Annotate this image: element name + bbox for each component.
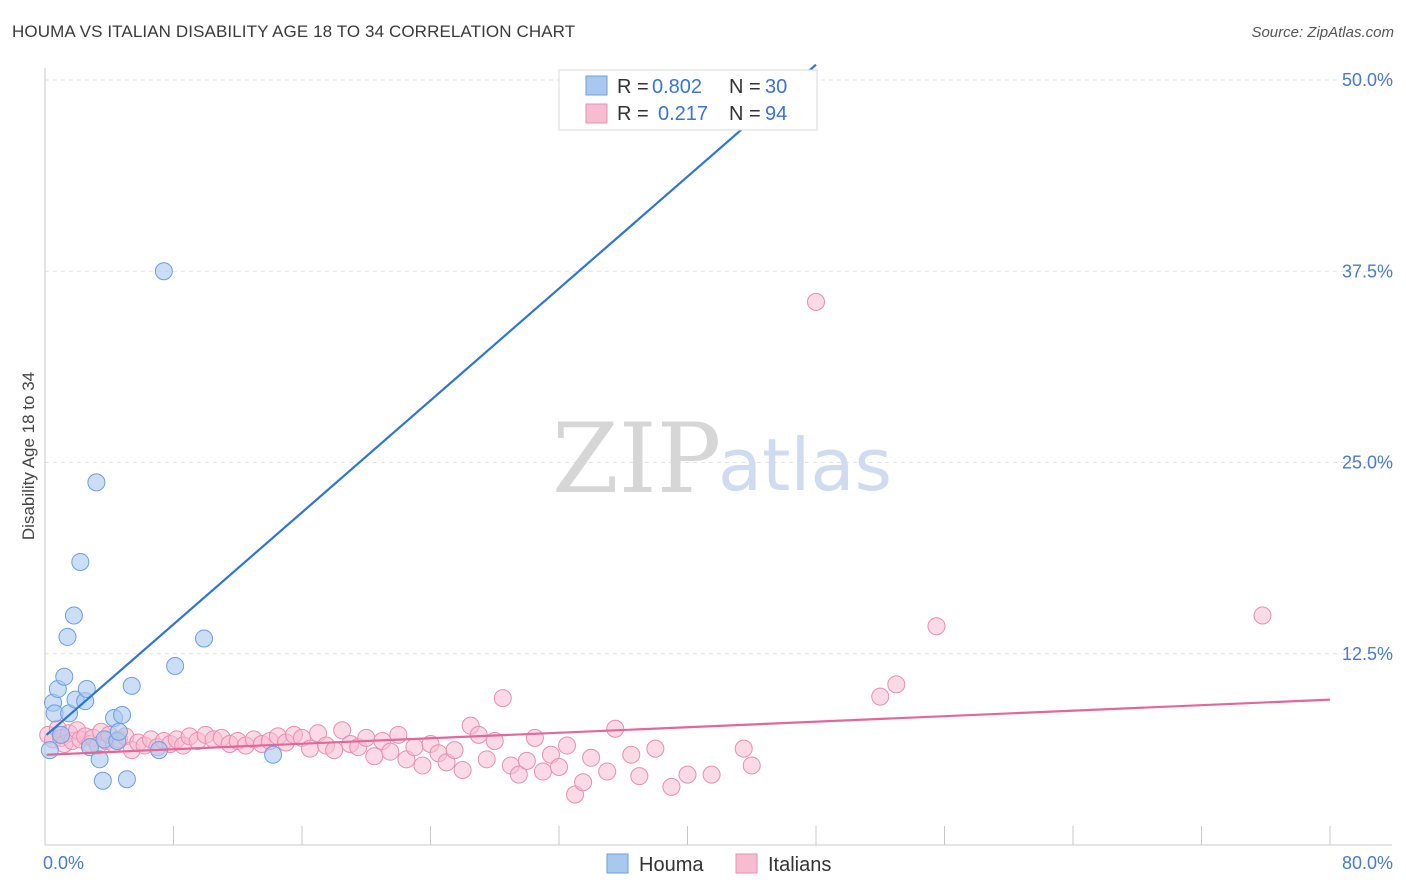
italians-point bbox=[871, 687, 890, 706]
italians-point bbox=[357, 728, 376, 747]
x-tick-label-min: 0.0% bbox=[43, 853, 84, 873]
y-axis-title: Disability Age 18 to 34 bbox=[19, 372, 38, 540]
houma-n-value: 30 bbox=[765, 76, 787, 98]
x-ticks bbox=[44, 826, 1331, 845]
houma-point bbox=[77, 679, 96, 698]
italians-point bbox=[702, 765, 721, 784]
italians-point bbox=[558, 736, 577, 755]
italians-point bbox=[678, 765, 697, 784]
italians-point bbox=[453, 761, 472, 780]
watermark-zip: ZIP bbox=[552, 403, 721, 515]
italians-point bbox=[477, 750, 496, 769]
houma-point bbox=[80, 738, 99, 757]
houma-point bbox=[52, 725, 71, 744]
italians-point bbox=[887, 675, 906, 694]
y-tick-label: 12.5% bbox=[1342, 644, 1393, 664]
italians-point bbox=[325, 741, 344, 760]
legend-houma-label: Houma bbox=[639, 854, 704, 876]
chart-title: HOUMA VS ITALIAN DISABILITY AGE 18 TO 34… bbox=[12, 22, 576, 41]
houma-point bbox=[117, 770, 136, 789]
italians-point bbox=[525, 728, 544, 747]
italians-point bbox=[365, 747, 384, 766]
italians-point bbox=[598, 762, 617, 781]
x-tick-labels: 0.0% 80.0% bbox=[43, 853, 1393, 873]
houma-point bbox=[40, 741, 59, 760]
italians-trend-line bbox=[46, 698, 1331, 756]
italians-point bbox=[1253, 606, 1272, 625]
italians-point bbox=[550, 757, 568, 776]
italians-point bbox=[622, 745, 641, 764]
italians-swatch bbox=[585, 103, 608, 124]
y-tick-labels: 12.5% 25.0% 37.5% 50.0% bbox=[1342, 70, 1393, 664]
houma-point bbox=[93, 771, 112, 790]
stats-legend: R = 0.802 N = 30 R = 0.217 N = 94 bbox=[558, 69, 818, 131]
italians-point bbox=[574, 773, 593, 792]
italians-point bbox=[630, 767, 649, 786]
italians-point bbox=[413, 756, 432, 775]
y-tick-label: 50.0% bbox=[1342, 70, 1393, 90]
houma-point bbox=[113, 705, 132, 724]
italians-point bbox=[445, 741, 464, 760]
italians-points bbox=[39, 292, 1272, 804]
italians-point bbox=[509, 765, 528, 784]
gridlines bbox=[45, 79, 1392, 655]
italians-point bbox=[606, 719, 625, 738]
italians-point bbox=[517, 751, 536, 770]
houma-n-label: N = bbox=[729, 76, 761, 98]
houma-point bbox=[109, 722, 128, 741]
houma-trend-line bbox=[45, 63, 817, 736]
legend-houma-swatch bbox=[606, 853, 629, 874]
italians-point bbox=[646, 739, 665, 758]
houma-point bbox=[87, 473, 106, 492]
italians-point bbox=[927, 617, 946, 636]
italians-point bbox=[381, 742, 400, 761]
italians-n-label: N = bbox=[729, 103, 761, 125]
legend-italians-label: Italians bbox=[768, 854, 831, 876]
italians-point bbox=[807, 292, 825, 311]
y-tick-label: 37.5% bbox=[1342, 261, 1393, 281]
houma-point bbox=[166, 656, 185, 675]
italians-point bbox=[734, 739, 753, 758]
houma-r-label: R = bbox=[617, 76, 649, 98]
houma-point bbox=[71, 552, 90, 571]
houma-point bbox=[195, 629, 214, 648]
italians-point bbox=[662, 777, 681, 796]
watermark-atlas: atlas bbox=[718, 423, 892, 507]
legend-italians-swatch bbox=[735, 853, 758, 874]
italians-point bbox=[742, 756, 761, 775]
houma-point bbox=[264, 745, 283, 764]
houma-point bbox=[55, 667, 74, 686]
italians-r-value: 0.217 bbox=[658, 103, 708, 125]
italians-point bbox=[582, 748, 601, 767]
italians-r-label: R = bbox=[617, 103, 649, 125]
x-tick-label-max: 80.0% bbox=[1342, 853, 1393, 873]
houma-swatch bbox=[585, 75, 608, 96]
italians-n-value: 94 bbox=[765, 103, 787, 125]
italians-point bbox=[405, 738, 424, 757]
y-tick-label: 25.0% bbox=[1342, 453, 1393, 473]
trend-lines bbox=[45, 63, 1331, 756]
italians-point bbox=[333, 721, 352, 740]
houma-point bbox=[58, 627, 77, 646]
source-credit: Source: ZipAtlas.com bbox=[1251, 24, 1394, 41]
italians-point bbox=[493, 689, 512, 708]
houma-points bbox=[40, 100, 782, 790]
italians-point bbox=[533, 762, 552, 781]
houma-point bbox=[90, 750, 109, 769]
series-legend: Houma Italians bbox=[606, 853, 831, 876]
houma-point bbox=[154, 262, 173, 281]
houma-r-value: 0.802 bbox=[652, 76, 702, 98]
houma-point bbox=[122, 676, 141, 695]
houma-point bbox=[64, 606, 83, 625]
